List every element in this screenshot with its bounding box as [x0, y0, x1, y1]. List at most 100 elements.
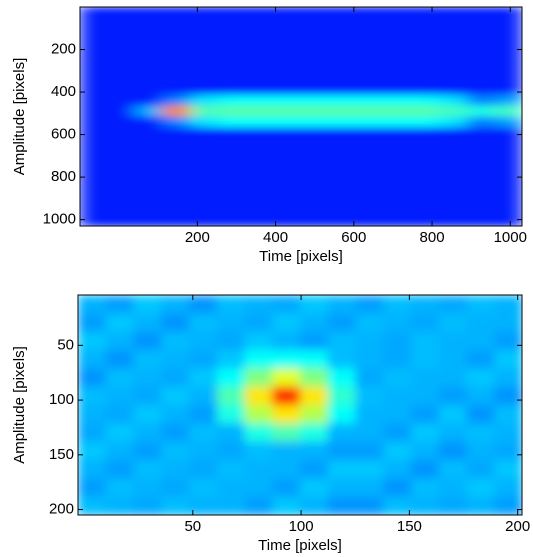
image-cell: [466, 386, 495, 406]
image-cell: [161, 423, 190, 443]
image-cell: [190, 61, 219, 74]
image-cell: [135, 160, 164, 172]
image-cell: [411, 83, 440, 96]
image-cell: [328, 138, 357, 150]
image-cell: [300, 313, 329, 333]
image-cell: [383, 116, 413, 129]
image-cell: [494, 171, 522, 183]
image-cell: [411, 50, 440, 63]
image-cell: [245, 138, 274, 150]
image-cell: [245, 28, 274, 41]
image-cell: [301, 171, 330, 183]
axes-box: [79, 6, 523, 227]
image-cell: [300, 331, 329, 351]
image-cell: [356, 7, 385, 19]
image-cell: [135, 50, 164, 63]
image-cell: [300, 496, 329, 515]
image-cell: [162, 94, 192, 107]
image-cell: [411, 331, 440, 351]
image-cell: [107, 105, 136, 118]
image-cell: [162, 171, 192, 183]
image-cell: [161, 313, 190, 333]
x-tick-label: 1000: [494, 229, 527, 246]
image-cell: [80, 116, 109, 129]
image-cell: [190, 204, 219, 216]
image-cell: [439, 39, 468, 52]
image-cell: [218, 160, 247, 172]
image-cell: [383, 331, 412, 351]
image-cell: [328, 50, 357, 63]
image-cell: [466, 313, 495, 333]
image-cell: [356, 17, 385, 30]
image-cell: [135, 215, 164, 226]
image-cell: [273, 182, 302, 194]
image-cell: [162, 50, 192, 63]
image-cell: [355, 386, 384, 406]
image-cell: [133, 295, 162, 314]
image-cell: [80, 61, 109, 74]
image-cell: [300, 368, 329, 388]
image-cell: [300, 386, 329, 406]
image-cell: [355, 350, 384, 369]
image-cell: [135, 61, 164, 74]
image-cell: [162, 138, 192, 150]
y-tick-label: 200: [51, 40, 76, 57]
image-cell: [135, 204, 164, 216]
image-cell: [439, 94, 468, 107]
image-cell: [218, 7, 247, 19]
image-cell: [189, 331, 218, 351]
image-cell: [105, 496, 135, 515]
image-cell: [300, 350, 329, 369]
image-cell: [301, 182, 330, 194]
image-cell: [466, 350, 495, 369]
image-cell: [466, 138, 495, 150]
image-cell: [438, 313, 468, 333]
image-cell: [189, 441, 218, 461]
y-tick-label: 200: [49, 500, 74, 517]
image-cell: [301, 28, 330, 41]
image-cell: [162, 149, 192, 161]
image-cell: [80, 182, 109, 194]
image-cell: [466, 441, 495, 461]
image-cell: [356, 94, 385, 107]
image-cell: [328, 39, 357, 52]
image-cell: [466, 331, 495, 351]
image-cell: [494, 460, 522, 479]
image-cell: [80, 149, 109, 161]
image-cell: [216, 460, 246, 479]
image-cell: [439, 215, 468, 226]
image-cell: [272, 350, 301, 369]
image-cell: [383, 138, 413, 150]
image-cell: [245, 83, 274, 96]
image-cell: [273, 160, 302, 172]
image-cell: [466, 215, 495, 226]
x-tick-label: 200: [505, 518, 530, 535]
image-cell: [273, 72, 302, 85]
image-cell: [244, 350, 273, 369]
image-cell: [78, 496, 107, 515]
image-cell: [411, 171, 440, 183]
image-cell: [383, 496, 412, 515]
image-cell: [328, 61, 357, 74]
image-cell: [245, 105, 274, 118]
image-cell: [466, 405, 495, 424]
image-cell: [80, 94, 109, 107]
image-cell: [328, 182, 357, 194]
image-cell: [438, 478, 468, 498]
image-cell: [218, 138, 247, 150]
image-cell: [245, 182, 274, 194]
image-cell: [135, 138, 164, 150]
image-cell: [218, 149, 247, 161]
image-cell: [383, 386, 412, 406]
y-tick-label: 600: [51, 126, 76, 143]
image-cell: [466, 368, 495, 388]
image-cell: [411, 193, 440, 205]
image-cell: [162, 72, 192, 85]
image-cell: [162, 127, 192, 139]
image-cell: [301, 149, 330, 161]
image-cell: [383, 460, 412, 479]
image-cell: [218, 50, 247, 63]
image-cell: [273, 17, 302, 30]
image-cell: [383, 204, 413, 216]
